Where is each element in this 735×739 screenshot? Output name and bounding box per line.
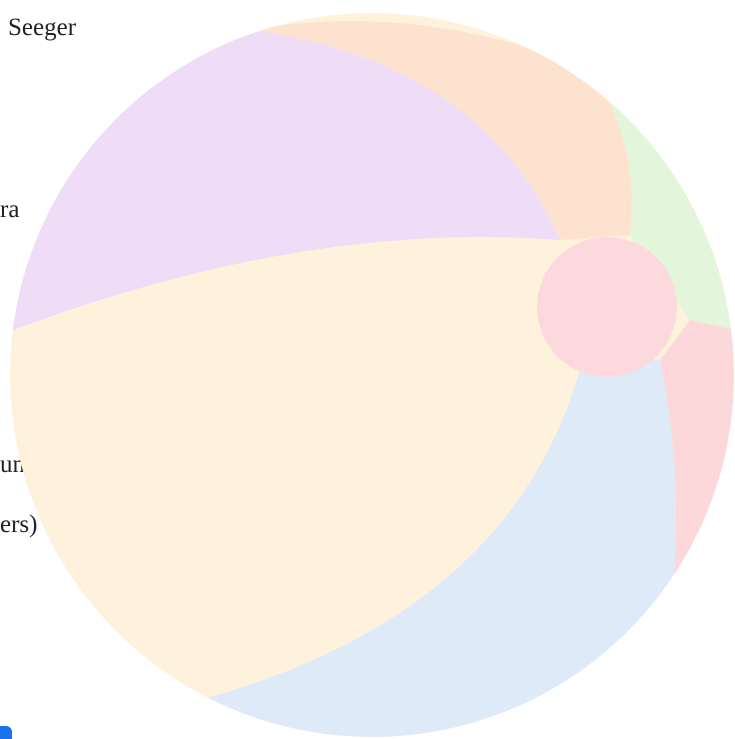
ball-hub: [537, 237, 677, 377]
page: Seeger ra unt ers) (() => { const data =…: [0, 0, 735, 739]
beach-ball: [0, 0, 735, 739]
